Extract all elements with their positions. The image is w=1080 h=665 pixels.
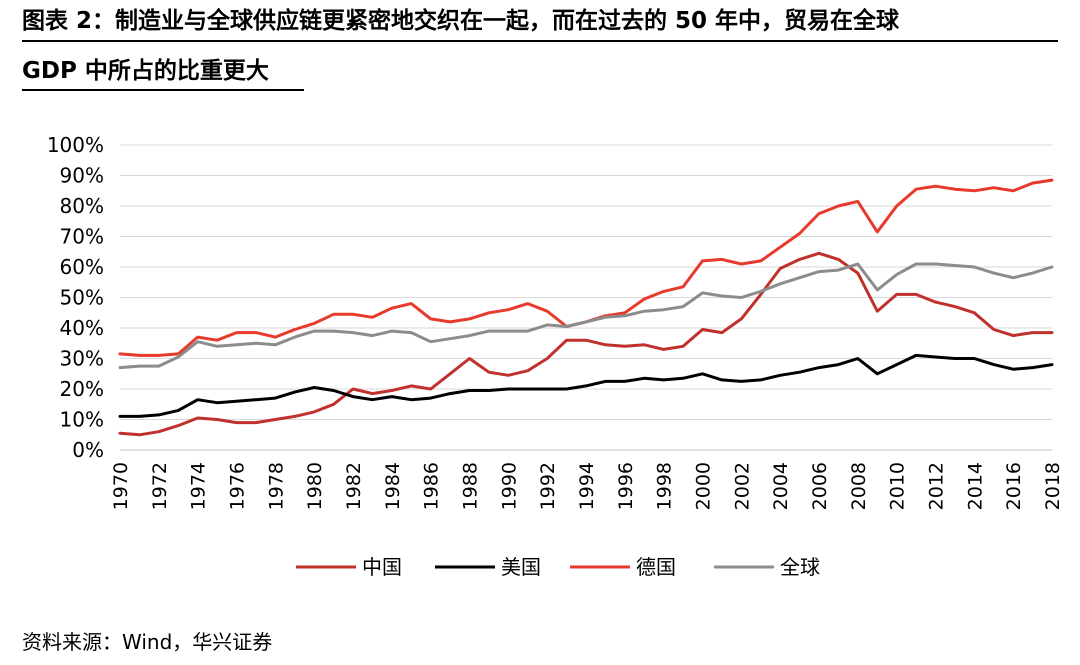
x-tick-label: 1988 xyxy=(460,462,482,510)
x-tick-label: 1996 xyxy=(615,462,637,510)
x-tick-label: 2014 xyxy=(964,462,986,510)
title-underline-2 xyxy=(22,89,304,91)
x-tick-label: 1982 xyxy=(343,462,365,510)
x-tick-label: 1984 xyxy=(382,462,404,510)
x-tick-label: 1992 xyxy=(537,462,559,510)
x-tick-label: 1980 xyxy=(304,462,326,510)
x-tick-label: 2000 xyxy=(693,462,715,510)
x-tick-label: 1974 xyxy=(188,462,210,510)
x-tick-label: 1978 xyxy=(265,462,287,510)
y-tick-label: 20% xyxy=(60,377,104,401)
x-tick-label: 1972 xyxy=(149,462,171,510)
x-tick-label: 1976 xyxy=(227,462,249,510)
x-tick-label: 2004 xyxy=(770,462,792,510)
chart-title-line-1: 图表 2：制造业与全球供应链更紧密地交织在一起，而在过去的 50 年中，贸易在全… xyxy=(22,8,900,34)
y-tick-label: 0% xyxy=(72,438,104,462)
series-line xyxy=(118,353,1054,418)
x-tick-label: 1990 xyxy=(498,462,520,510)
y-tick-label: 40% xyxy=(60,316,104,340)
x-tick-label: 2002 xyxy=(731,462,753,510)
series-line xyxy=(118,262,1054,370)
y-tick-label: 80% xyxy=(60,194,104,218)
x-tick-label: 2012 xyxy=(926,462,948,510)
legend-label: 全球 xyxy=(780,555,820,579)
y-tick-label: 50% xyxy=(60,286,104,310)
series-line xyxy=(118,251,1054,437)
x-tick-label: 2006 xyxy=(809,462,831,510)
x-tick-label: 2016 xyxy=(1003,462,1025,510)
legend-label: 美国 xyxy=(501,555,541,579)
legend-label: 中国 xyxy=(362,555,402,579)
x-tick-label: 2010 xyxy=(887,462,909,510)
y-tick-label: 70% xyxy=(60,225,104,249)
source-note: 资料来源：Wind，华兴证券 xyxy=(22,630,273,654)
chart-title-line-2: GDP 中所占的比重更大 xyxy=(22,58,269,84)
x-tick-label: 1970 xyxy=(110,462,132,510)
y-tick-label: 30% xyxy=(60,347,104,371)
x-tick-label: 1998 xyxy=(654,462,676,510)
x-tick-label: 1994 xyxy=(576,462,598,510)
x-tick-label: 2018 xyxy=(1042,462,1064,510)
y-tick-label: 10% xyxy=(60,408,104,432)
title-underline-1 xyxy=(22,40,1058,42)
legend-label: 德国 xyxy=(636,555,676,579)
y-tick-label: 60% xyxy=(60,255,104,279)
y-tick-label: 90% xyxy=(60,164,104,188)
x-tick-label: 2008 xyxy=(848,462,870,510)
y-tick-label: 100% xyxy=(47,133,104,157)
x-tick-label: 1986 xyxy=(421,462,443,510)
